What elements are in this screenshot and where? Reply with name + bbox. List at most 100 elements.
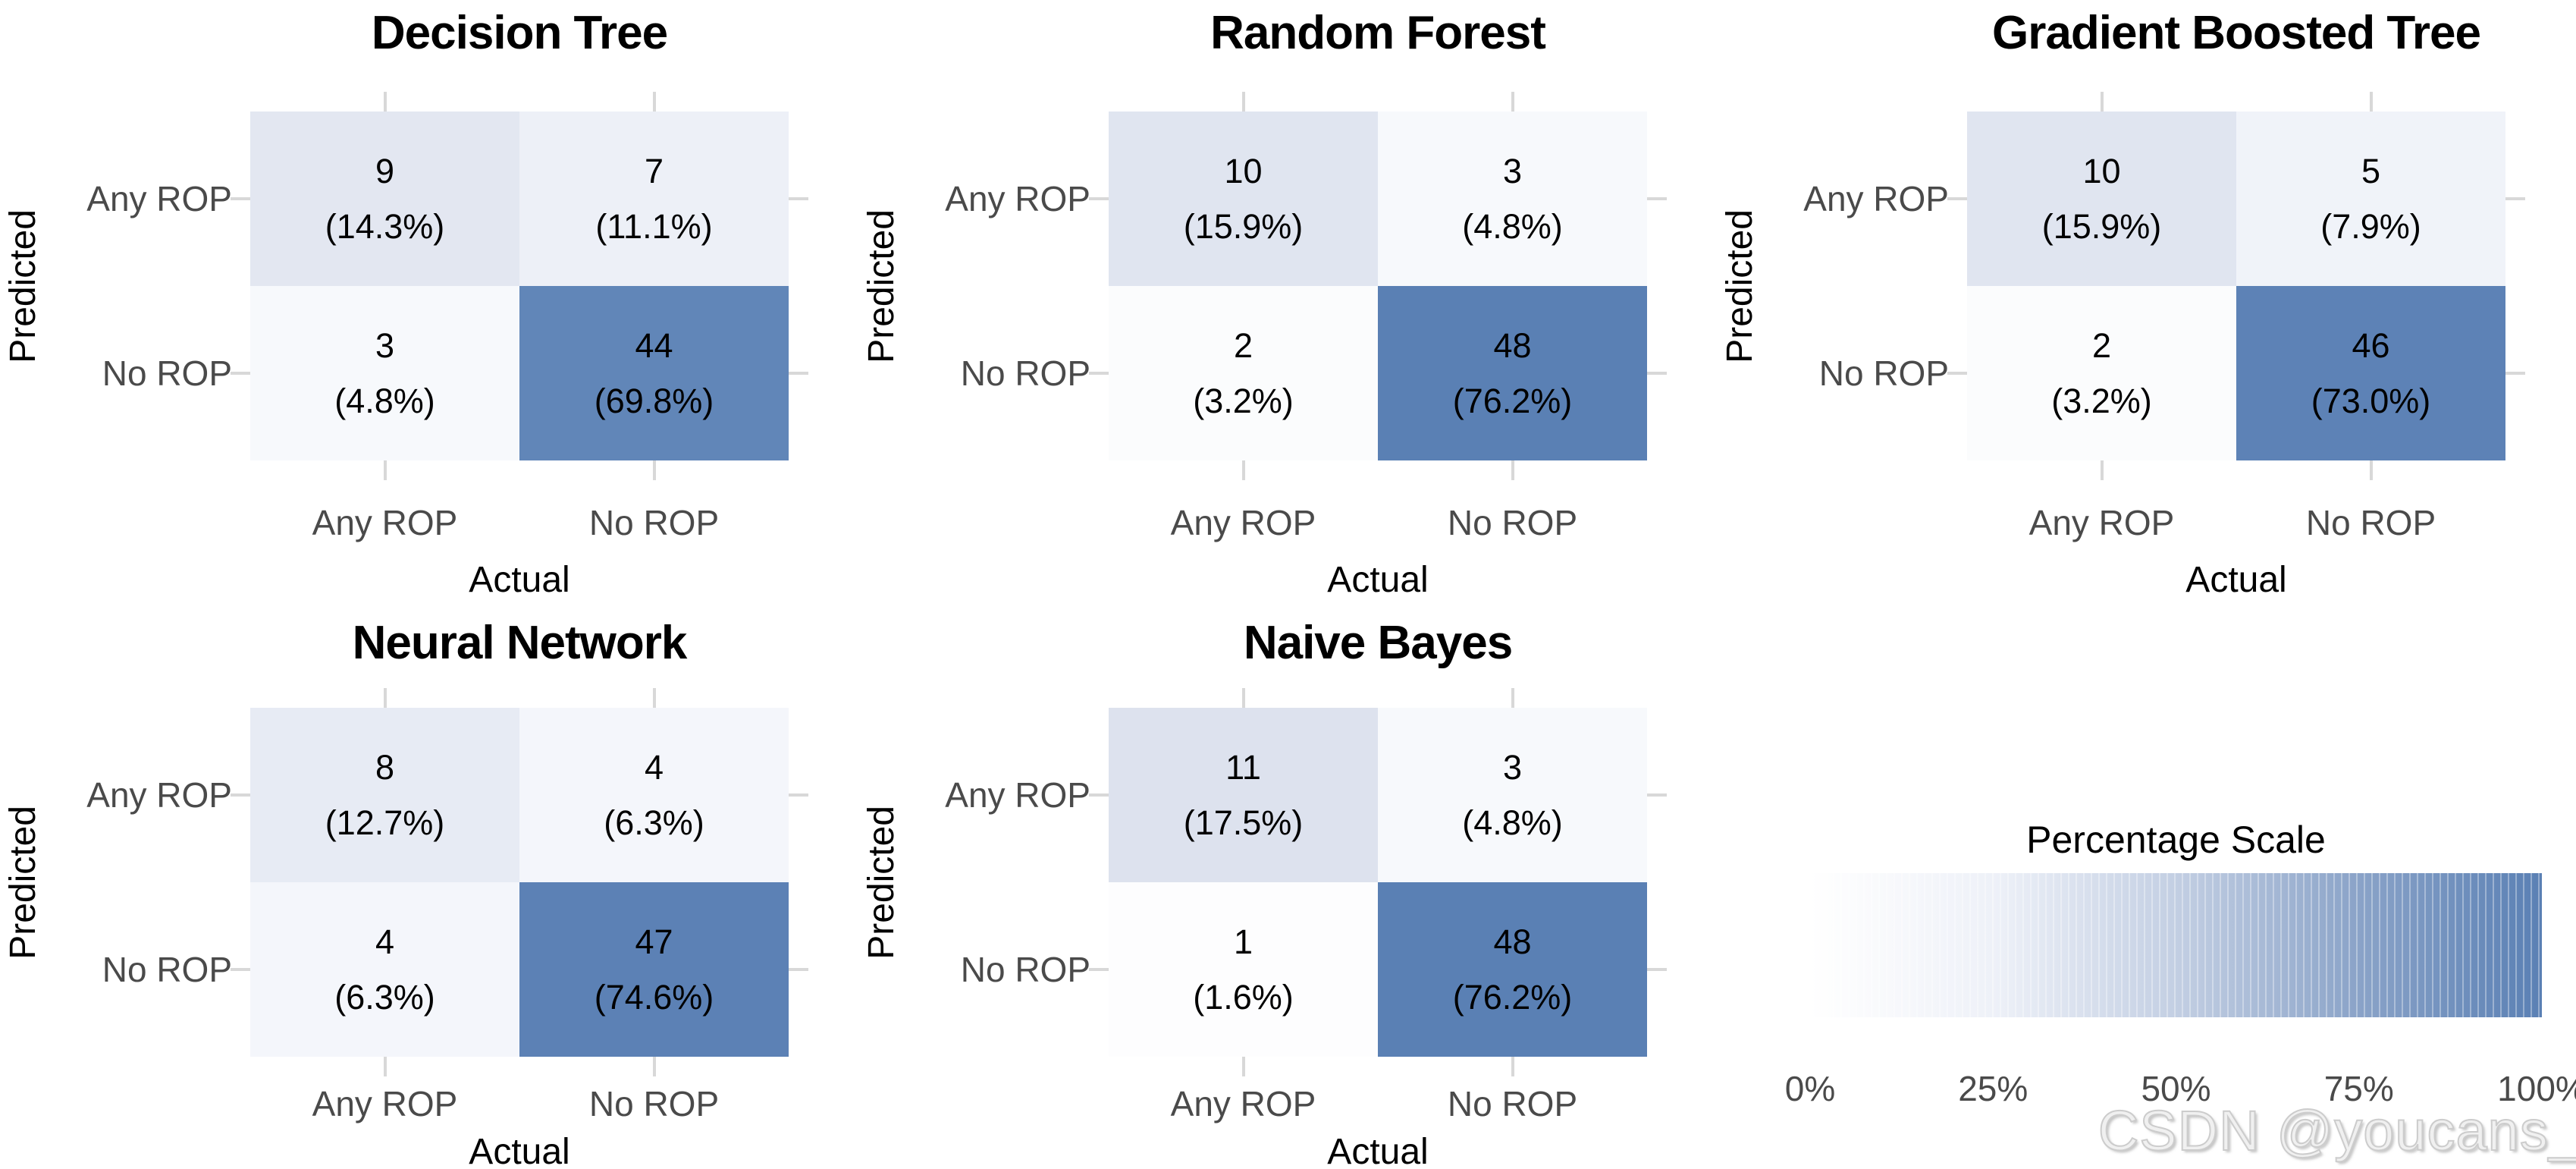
- panel-title: Decision Tree: [371, 7, 668, 59]
- legend-tick-label: 0%: [1784, 1069, 1836, 1108]
- matrix-cell: 4 (6.3%): [519, 708, 789, 882]
- panel-title: Gradient Boosted Tree: [1992, 7, 2481, 59]
- axis-tick: [789, 372, 808, 375]
- y-tick-label: Any ROP: [945, 179, 1090, 218]
- x-tick-label: No ROP: [588, 503, 720, 542]
- y-tick-label: Any ROP: [945, 775, 1090, 815]
- cell-count: 48: [1493, 922, 1532, 961]
- cell-count: 8: [375, 747, 395, 787]
- confusion-matrix: 11 (17.5%) 3 (4.8%) 1 (1.6%) 48 (76.2%): [1109, 708, 1647, 1057]
- cell-count: 48: [1493, 325, 1532, 365]
- axis-tick: [1242, 460, 1245, 480]
- x-axis-title: Actual: [1327, 560, 1429, 600]
- axis-tick: [1511, 460, 1514, 480]
- y-tick-labels: Any ROP No ROP: [1762, 112, 1949, 460]
- matrix-cell: 47 (74.6%): [519, 882, 789, 1057]
- y-tick-label: Any ROP: [1803, 179, 1949, 218]
- y-axis-title-text: Predicted: [861, 209, 902, 363]
- axis-tick: [1089, 793, 1109, 797]
- axis-tick: [1089, 968, 1109, 971]
- cell-count: 10: [2082, 151, 2121, 190]
- confusion-matrix: 9 (14.3%) 7 (11.1%) 3 (4.8%) 44 (69.8%): [250, 112, 789, 460]
- matrix-cell: 11 (17.5%): [1109, 708, 1378, 882]
- cell-count: 4: [375, 922, 395, 961]
- axis-tick: [231, 968, 250, 971]
- matrix-cell: 9 (14.3%): [250, 112, 519, 286]
- legend-tick-label: 50%: [2141, 1069, 2211, 1108]
- y-tick-label: Any ROP: [86, 775, 232, 815]
- axis-tick: [1242, 92, 1245, 112]
- x-tick-labels: Any ROP No ROP: [250, 1083, 789, 1123]
- cell-percent: (4.8%): [334, 382, 435, 420]
- x-tick-label: No ROP: [588, 1084, 720, 1123]
- x-tick-label: Any ROP: [2028, 503, 2175, 542]
- cell-count: 2: [1233, 325, 1253, 365]
- x-tick-label: No ROP: [1447, 1084, 1578, 1123]
- x-axis-title: Actual: [469, 560, 570, 600]
- cell-percent: (11.1%): [595, 207, 713, 246]
- cell-count: 3: [1502, 747, 1523, 787]
- matrix-cell: 48 (76.2%): [1378, 286, 1647, 460]
- panel-decision-tree: Decision Tree Predicted Any ROP No ROP 9…: [0, 0, 858, 607]
- legend-panel: Percentage Scale 0% 25% 50% 75% 100%: [1717, 607, 2576, 1169]
- matrix-cell: 3 (4.8%): [1378, 112, 1647, 286]
- matrix-cell: 2 (3.2%): [1967, 286, 2236, 460]
- axis-tick: [384, 460, 387, 480]
- watermark: CSDN @youcans_: [2098, 1098, 2576, 1163]
- x-tick-labels: Any ROP No ROP: [1109, 1083, 1647, 1123]
- cell-count: 4: [644, 747, 664, 787]
- cell-count: 9: [375, 151, 395, 190]
- y-axis-title-text: Predicted: [2, 209, 43, 363]
- confusion-matrix: 10 (15.9%) 3 (4.8%) 2 (3.2%) 48 (76.2%): [1109, 112, 1647, 460]
- x-tick-labels: Any ROP No ROP: [250, 502, 789, 542]
- matrix-cell: 3 (4.8%): [1378, 708, 1647, 882]
- panel-gradient-boosted-tree: Gradient Boosted Tree Predicted Any ROP …: [1717, 0, 2576, 607]
- axis-tick: [653, 460, 656, 480]
- cell-percent: (4.8%): [1462, 207, 1563, 246]
- axis-tick: [789, 197, 808, 200]
- x-tick-label: No ROP: [2305, 503, 2436, 542]
- confusion-matrix: 10 (15.9%) 5 (7.9%) 2 (3.2%) 46 (73.0%): [1967, 112, 2505, 460]
- y-axis-title: Predicted: [858, 112, 904, 460]
- x-axis-title: Actual: [469, 1132, 570, 1169]
- cell-percent: (14.3%): [325, 207, 445, 246]
- cell-count: 5: [2361, 151, 2381, 190]
- cell-count: 11: [1225, 747, 1261, 787]
- axis-tick: [231, 197, 250, 200]
- y-tick-labels: Any ROP No ROP: [904, 112, 1090, 460]
- cell-percent: (73.0%): [2311, 382, 2431, 420]
- x-tick-label: Any ROP: [1170, 1084, 1316, 1123]
- y-axis-title: Predicted: [0, 112, 45, 460]
- matrix-cell: 2 (3.2%): [1109, 286, 1378, 460]
- axis-tick: [789, 793, 808, 797]
- matrix-cell: 3 (4.8%): [250, 286, 519, 460]
- cell-percent: (7.9%): [2320, 207, 2421, 246]
- y-tick-label: No ROP: [960, 950, 1090, 989]
- cell-percent: (76.2%): [1452, 382, 1573, 420]
- panel-neural-network: Neural Network Predicted Any ROP No ROP …: [0, 607, 858, 1169]
- axis-tick: [1242, 1057, 1245, 1076]
- x-tick-labels: Any ROP No ROP: [1109, 502, 1647, 542]
- axis-tick: [1647, 968, 1667, 971]
- axis-tick: [1947, 372, 1967, 375]
- matrix-cell: 10 (15.9%): [1967, 112, 2236, 286]
- cell-count: 3: [375, 325, 395, 365]
- cell-count: 46: [2352, 325, 2390, 365]
- cell-count: 44: [635, 325, 673, 365]
- cell-count: 10: [1224, 151, 1263, 190]
- x-tick-label: Any ROP: [1170, 503, 1316, 542]
- y-tick-label: Any ROP: [86, 179, 232, 218]
- matrix-cell: 44 (69.8%): [519, 286, 789, 460]
- gradient-colorbar: [1810, 873, 2542, 1017]
- axis-tick: [653, 92, 656, 112]
- axis-tick: [2505, 197, 2525, 200]
- legend-tick-label: 75%: [2323, 1069, 2394, 1108]
- cell-percent: (15.9%): [2041, 207, 2162, 246]
- axis-tick: [2505, 372, 2525, 375]
- cell-percent: (3.2%): [2051, 382, 2152, 420]
- matrix-cell: 46 (73.0%): [2236, 286, 2505, 460]
- y-axis-title-text: Predicted: [2, 805, 43, 960]
- panel-random-forest: Random Forest Predicted Any ROP No ROP 1…: [858, 0, 1717, 607]
